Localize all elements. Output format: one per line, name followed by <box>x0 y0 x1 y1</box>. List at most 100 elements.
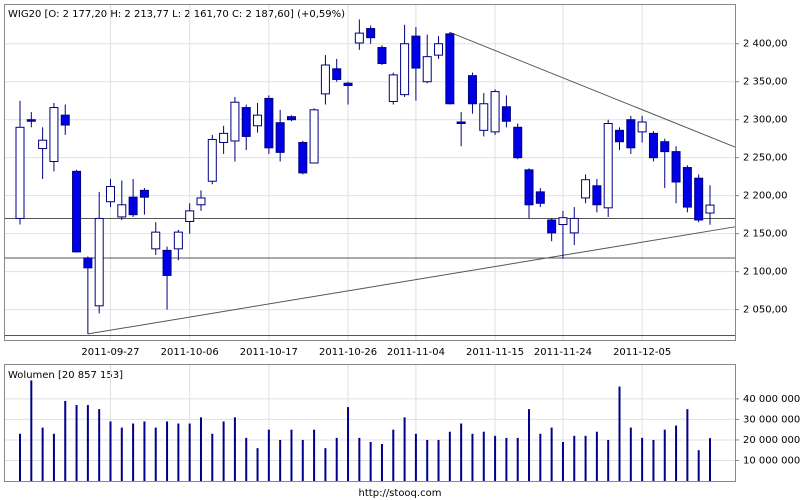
candle-body <box>173 231 183 250</box>
y-tick-label: 30 000 000 <box>743 414 800 425</box>
candle-body <box>479 103 489 131</box>
candle-body <box>377 47 387 64</box>
candle-body <box>558 217 568 226</box>
volume-bar <box>154 427 157 481</box>
x-tick-label: 2011-09-27 <box>81 347 139 358</box>
volume-bar <box>109 421 112 481</box>
volume-bar <box>573 435 576 481</box>
y-tick-label: 2 150,00 <box>743 229 788 240</box>
candle-body <box>230 101 240 142</box>
volume-bar <box>652 439 655 481</box>
volume-bar <box>267 429 270 481</box>
candle-body <box>456 121 466 125</box>
y-tick-label: 2 300,00 <box>743 115 788 126</box>
volume-bar <box>98 409 101 481</box>
trendline <box>87 226 736 335</box>
candle-body <box>705 204 715 214</box>
y-tick-label: 20 000 000 <box>743 435 800 446</box>
volume-bar <box>324 448 327 481</box>
x-tick-label: 2011-11-04 <box>387 347 445 358</box>
volume-bar <box>550 427 553 481</box>
volume-bar <box>335 437 338 481</box>
volume-bar <box>188 423 191 481</box>
y-tick-label: 10 000 000 <box>743 455 800 466</box>
volume-bar <box>380 444 383 481</box>
volume-bar <box>516 437 519 481</box>
candle-body <box>72 170 82 253</box>
candle-body <box>38 139 48 150</box>
volume-frame <box>4 364 736 482</box>
volume-bar <box>607 439 610 481</box>
volume-bar <box>75 405 78 481</box>
candle-body <box>569 217 579 234</box>
x-tick-label: 2011-10-26 <box>319 347 377 358</box>
volume-bar <box>460 423 463 481</box>
volume-bar <box>290 429 293 481</box>
volume-bar <box>211 433 214 481</box>
volume-bar <box>561 441 564 481</box>
candle-body <box>388 74 398 102</box>
candle-body <box>615 129 625 143</box>
volume-bar <box>448 431 451 481</box>
volume-bar <box>41 427 44 481</box>
candle-body <box>196 197 206 206</box>
candle-body <box>524 169 534 206</box>
y-tick-label: 2 350,00 <box>743 77 788 88</box>
volume-bar <box>709 438 711 481</box>
volume-bar <box>663 429 666 481</box>
candle-body <box>660 141 670 153</box>
volume-title: Wolumen [20 857 153] <box>8 370 123 381</box>
volume-bar <box>426 439 429 481</box>
candle-body <box>603 123 613 209</box>
candle-body <box>581 179 591 199</box>
y-tick-label: 2 250,00 <box>743 153 788 164</box>
y-tick-label: 40 000 000 <box>743 394 800 405</box>
volume-bar <box>30 380 33 481</box>
volume-bar <box>256 448 259 481</box>
volume-bar <box>414 433 417 481</box>
candle-body <box>139 189 149 198</box>
candle-body <box>320 64 330 95</box>
volume-bar <box>279 439 282 481</box>
candle-body <box>49 107 59 162</box>
candle-body <box>445 33 455 105</box>
x-tick-label: 2011-12-05 <box>613 347 671 358</box>
x-tick-label: 2011-10-17 <box>240 347 298 358</box>
y-tick-label: 2 050,00 <box>743 305 788 316</box>
candle-body <box>253 114 263 127</box>
volume-bar <box>403 417 406 481</box>
candle-body <box>219 132 229 143</box>
volume-bar <box>482 431 485 481</box>
volume-bar <box>618 386 621 481</box>
candle-body <box>105 186 115 203</box>
candle-body <box>15 126 25 219</box>
footer: http://stooq.com <box>359 488 442 499</box>
candle-body <box>682 167 692 208</box>
candle-body <box>490 91 500 133</box>
candle-body <box>298 141 308 174</box>
candle-body <box>354 32 364 44</box>
trendline <box>449 31 736 148</box>
volume-bar <box>143 421 146 481</box>
candle-body <box>264 97 274 149</box>
volume-bar <box>347 407 350 481</box>
candle-body <box>422 56 432 83</box>
candle-body <box>547 219 557 234</box>
volume-bar <box>437 439 440 481</box>
candle-body <box>434 43 444 56</box>
volume-bar <box>166 421 169 481</box>
candle-body <box>366 28 376 39</box>
x-tick-label: 2011-11-15 <box>466 347 524 358</box>
candle-body <box>117 204 127 218</box>
volume-bar <box>528 409 531 481</box>
volume-bar <box>641 437 644 481</box>
candle-body <box>128 196 138 216</box>
candle-body <box>83 257 93 269</box>
volume-bar <box>697 450 700 481</box>
candle-body <box>275 122 285 153</box>
volume-bar <box>313 429 316 481</box>
volume-bar <box>86 405 89 481</box>
volume-bar <box>233 417 236 481</box>
